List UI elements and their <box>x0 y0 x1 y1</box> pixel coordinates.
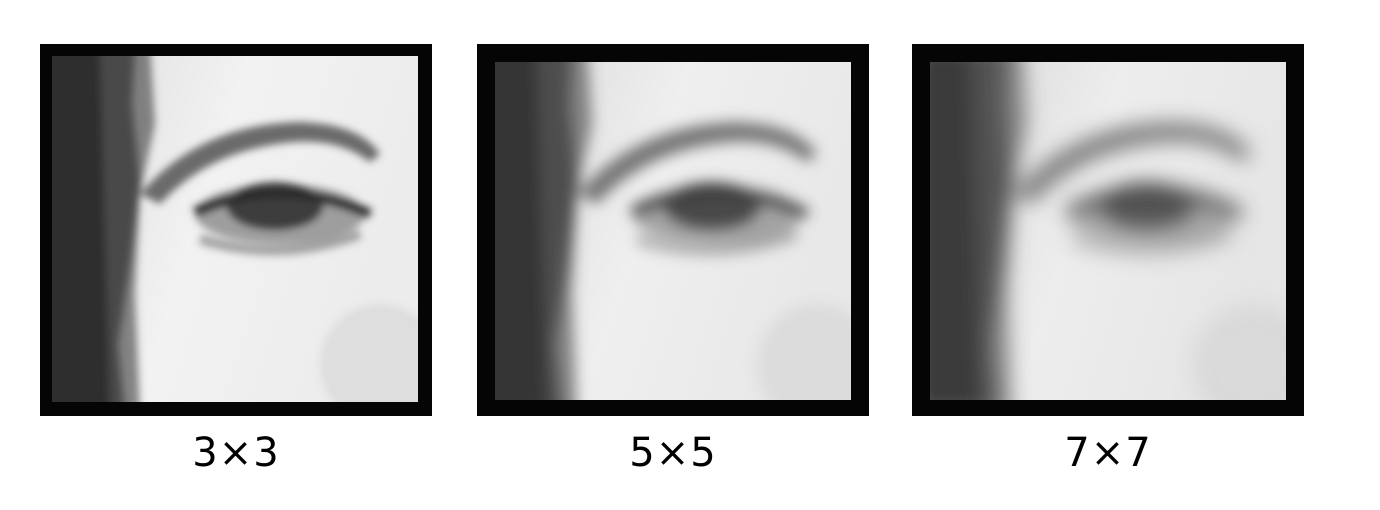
kernel-size-label: 7×7 <box>1064 430 1152 476</box>
eye-photo-7x7 <box>930 62 1286 400</box>
kernel-size-label: 3×3 <box>192 430 280 476</box>
eye-photo-3x3 <box>52 56 418 402</box>
eye-photo-5x5 <box>495 62 851 400</box>
image-panel-3x3 <box>40 44 432 416</box>
image-panel-5x5 <box>477 44 869 416</box>
image-panel-7x7 <box>912 44 1304 416</box>
kernel-size-label: 5×5 <box>629 430 717 476</box>
